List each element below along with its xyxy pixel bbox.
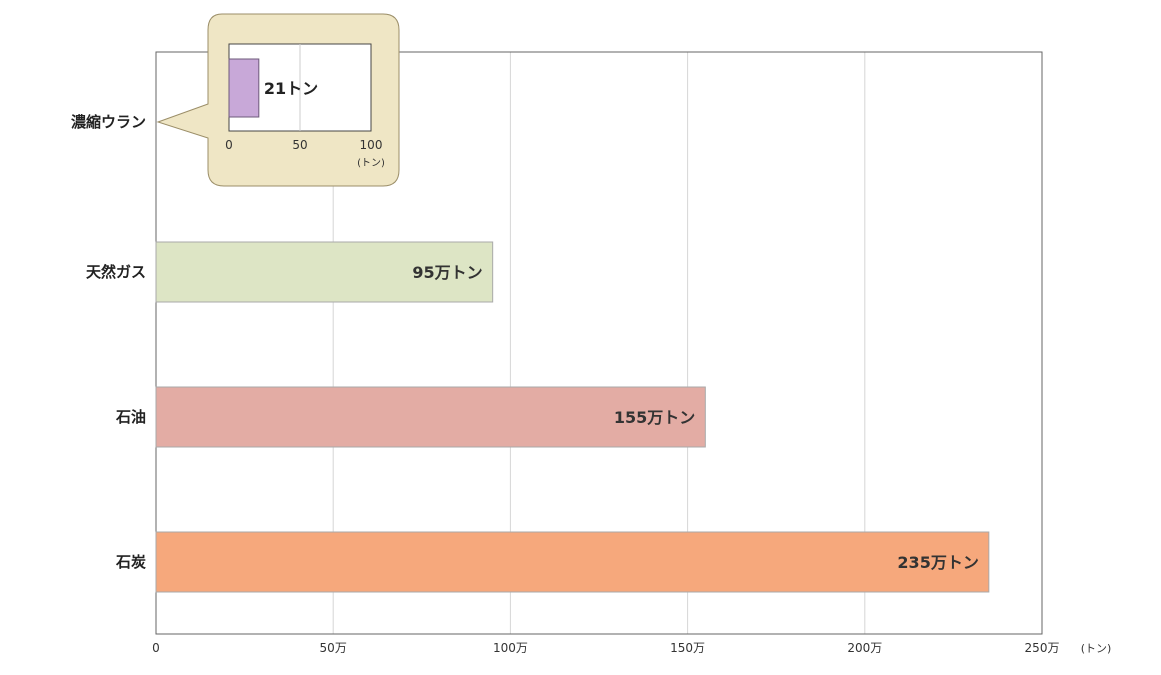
bar	[156, 532, 989, 592]
inset-x-tick-label: 0	[225, 138, 233, 152]
bars: 95万トン 155万トン 235万トン	[156, 242, 989, 592]
inset-bar-value-label: 21トン	[264, 79, 318, 98]
x-tick-label: 250万	[1025, 641, 1060, 655]
x-tick-label: 100万	[493, 641, 528, 655]
category-label: 石炭	[115, 553, 146, 571]
bar-value-label: 95万トン	[412, 263, 482, 282]
inset-bar	[229, 59, 259, 117]
bar-value-label: 155万トン	[614, 408, 695, 427]
inset-x-tick-label: 50	[292, 138, 307, 152]
x-unit-label: (トン)	[1081, 642, 1112, 655]
x-tick-label: 150万	[670, 641, 705, 655]
inset-x-tick-label: 100	[360, 138, 383, 152]
x-tick-label: 0	[152, 641, 160, 655]
bar-value-label: 235万トン	[897, 553, 978, 572]
inset-x-unit: (トン)	[357, 158, 385, 169]
category-label: 天然ガス	[86, 263, 146, 281]
inset-callout: 21トン 0 50 100 (トン)	[158, 14, 399, 186]
x-tick-labels: 0 50万 100万 150万 200万 250万	[152, 641, 1059, 655]
category-label: 濃縮ウラン	[71, 113, 146, 131]
x-tick-label: 200万	[847, 641, 882, 655]
category-label: 石油	[115, 408, 146, 426]
x-tick-label: 50万	[320, 641, 347, 655]
